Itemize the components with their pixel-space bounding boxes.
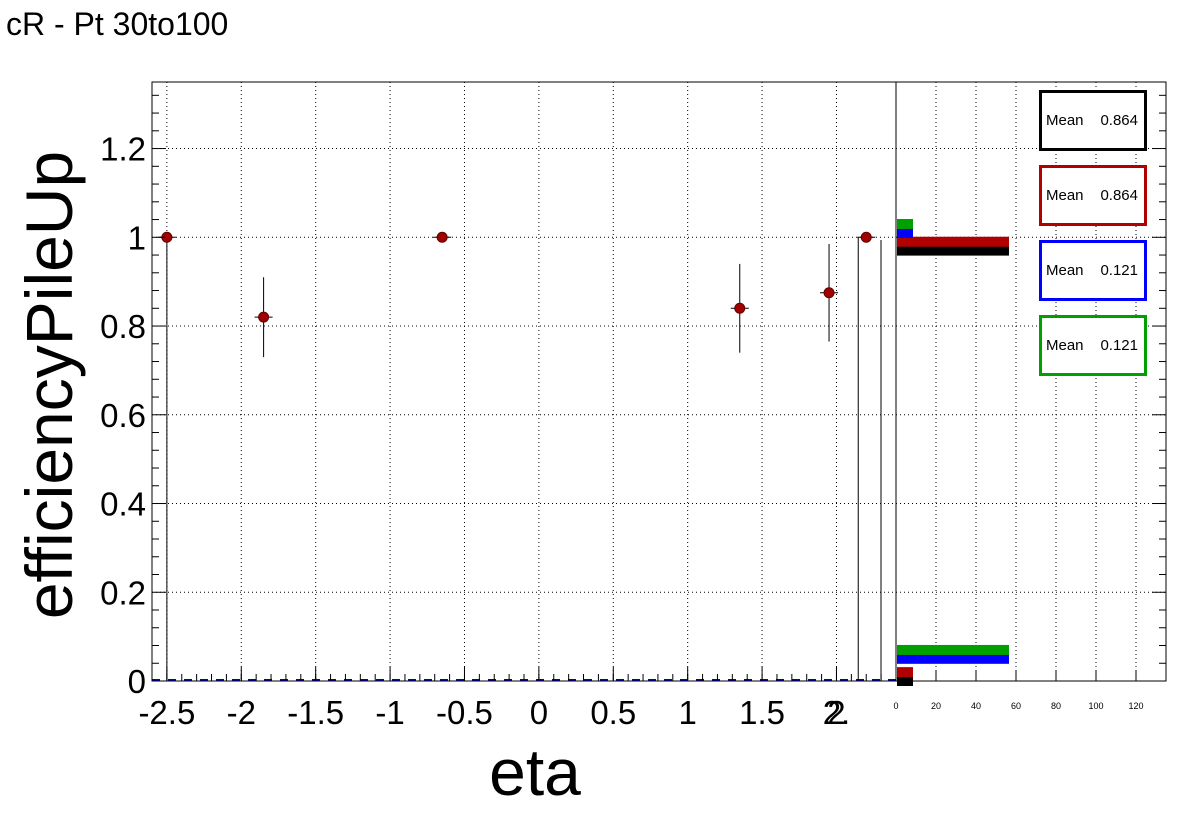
y-tick-label: 0.2 (100, 574, 146, 611)
stats-box: Mean 0.121 (1039, 240, 1147, 301)
tick-labels: -2.5 -2 -1.5 -1 -0.5 0 0.5 1 1.5 22. 0 0.2 0.4 0.6 0.8… (100, 131, 1143, 731)
data-point (860, 231, 872, 243)
main-frame (151, 81, 897, 682)
x-tick-label: -2.5 (138, 694, 195, 731)
histogram-bar (897, 644, 1009, 655)
stats-label: Mean (1046, 187, 1084, 204)
histogram-bar (897, 218, 913, 229)
x-tick-label: 2 (827, 694, 845, 731)
x-tick-label: 0 (530, 694, 548, 731)
stats-label: Mean (1046, 337, 1084, 354)
y-tick-label: 0 (128, 663, 146, 700)
stats-value: 0.121 (1100, 337, 1138, 354)
stats-box: Mean 0.864 (1039, 90, 1147, 151)
data-point (436, 231, 448, 243)
side-bars (897, 218, 1009, 686)
side-x-tick-label: 100 (1088, 701, 1103, 711)
histogram-bar (897, 667, 913, 678)
main-grid (152, 82, 896, 682)
histogram-bar (897, 227, 913, 238)
y-tick-label: 0.6 (100, 397, 146, 434)
stats-value: 0.864 (1100, 112, 1138, 129)
side-frame (895, 81, 1167, 682)
stats-value: 0.121 (1100, 262, 1138, 279)
stats-box: Mean 0.121 (1039, 315, 1147, 376)
x-tick-label: 0.5 (590, 694, 636, 731)
stats-value: 0.864 (1100, 187, 1138, 204)
x-tick-label: 1 (679, 694, 697, 731)
side-x-tick-label: 80 (1051, 701, 1061, 711)
y-tick-label: 1 (128, 219, 146, 256)
side-x-tick-label: 60 (1011, 701, 1021, 711)
x-axis-label: eta (489, 735, 581, 809)
side-x-tick-label: 20 (931, 701, 941, 711)
data-point (258, 311, 270, 323)
stats-box: Mean 0.864 (1039, 165, 1147, 226)
stats-label: Mean (1046, 262, 1084, 279)
x-tick-label: -2 (227, 694, 256, 731)
histogram-bar (897, 245, 1009, 256)
data-point (823, 287, 835, 299)
side-x-tick-label: 120 (1128, 701, 1143, 711)
y-tick-label: 0.4 (100, 486, 146, 523)
x-tick-label: -1.5 (287, 694, 344, 731)
plot-title: cR - Pt 30to100 (6, 6, 229, 42)
data-point (734, 302, 746, 314)
x-tick-label: 1.5 (739, 694, 785, 731)
histogram-bar (897, 236, 1009, 247)
x-tick-label: -0.5 (436, 694, 493, 731)
axes (151, 81, 1167, 682)
x-tick-label: -1 (375, 694, 404, 731)
y-tick-label: 1.2 (100, 131, 146, 168)
x-tick-label: 2. (823, 694, 851, 731)
y-tick-label: 0.8 (100, 308, 146, 345)
y-axis-label: efficiencyPileUp (12, 151, 86, 619)
main-marks (152, 231, 896, 681)
histogram-bar (897, 653, 1009, 664)
side-x-tick-label: 0 (893, 701, 898, 711)
side-x-tick-label: 40 (971, 701, 981, 711)
stats-label: Mean (1046, 112, 1084, 129)
